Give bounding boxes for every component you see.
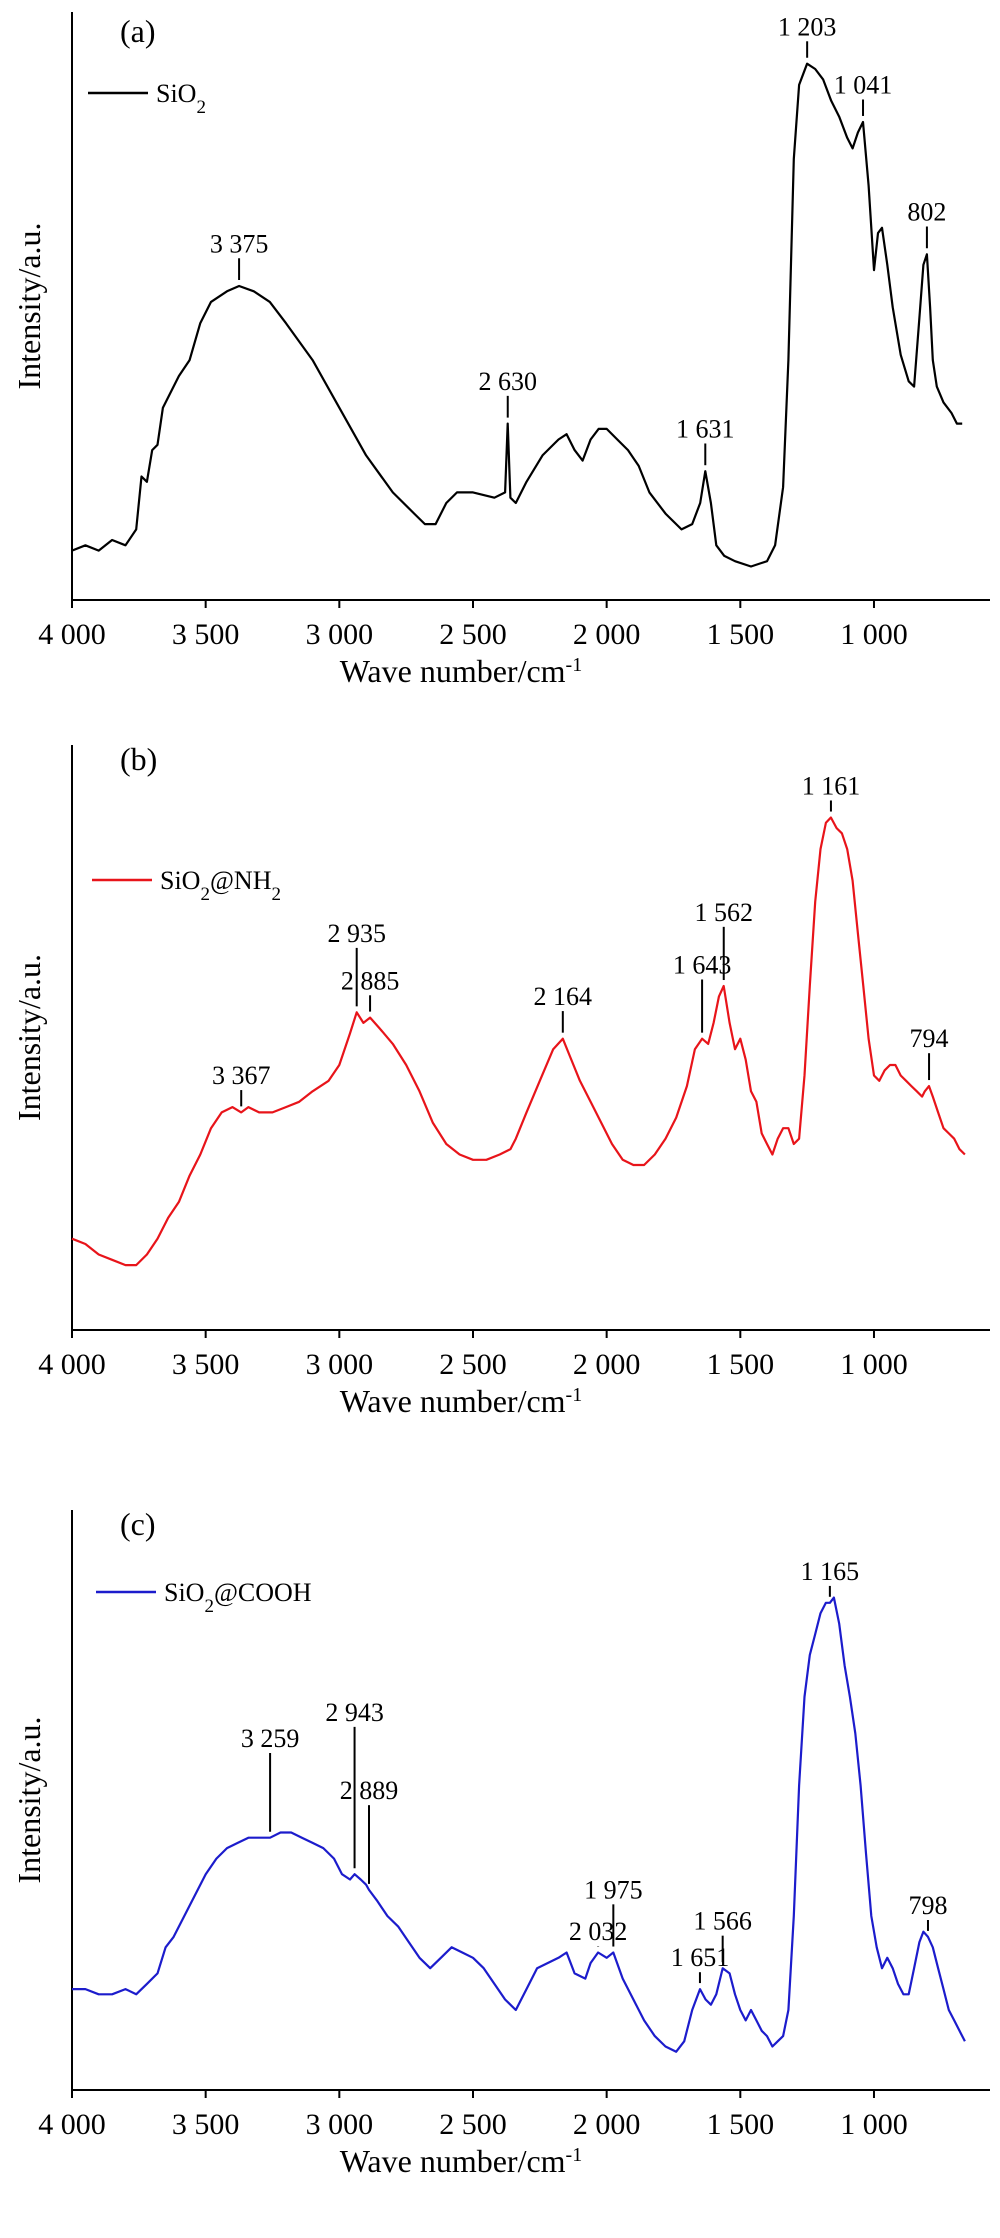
annotation-label: 2 630 (478, 367, 537, 396)
x-tick-label: 1 000 (840, 2108, 908, 2141)
x-tick-label: 4 000 (38, 2108, 106, 2141)
chart-panel-c: 4 000 3 500 3 000 2 500 2 000 1 500 1 000 Wave … (11, 1506, 990, 2179)
series-line (71, 816, 966, 1267)
annotation-label: 1 165 (801, 1557, 860, 1586)
y-axis-title: Intensity/a.u. (11, 1716, 47, 1883)
annotation-label: 1 643 (673, 950, 732, 979)
x-tick-label: 4 000 (38, 618, 106, 651)
annotation-label: 802 (907, 198, 946, 227)
annotation-label: 1 631 (676, 414, 735, 443)
x-tick-label: 1 500 (707, 618, 775, 651)
x-tick-label: 3 000 (306, 2108, 374, 2141)
annotation-label: 2 889 (340, 1776, 399, 1805)
legend-label: SiO2@COOH (164, 1578, 312, 1617)
annotation-label: 1 041 (834, 70, 893, 99)
x-tick-label: 2 000 (573, 1348, 641, 1381)
annotation-label: 3 375 (210, 229, 269, 258)
x-tick-label: 1 500 (707, 2108, 775, 2141)
chart-panel-b: 4 000 3 500 3 000 2 500 2 000 1 500 1 000 Wave … (11, 741, 990, 1419)
annotation-label: 3 367 (212, 1061, 271, 1090)
legend-label: SiO2@NH2 (160, 866, 281, 905)
series-line (71, 62, 963, 568)
x-axis-title: Wave number/cm-1 (340, 653, 582, 689)
y-axis-title: Intensity/a.u. (11, 222, 47, 389)
annotation-label: 1 562 (694, 898, 753, 927)
annotation-label: 2 935 (327, 919, 386, 948)
annotation-label: 2 164 (534, 982, 593, 1011)
x-tick-label: 2 500 (439, 1348, 507, 1381)
x-tick-label: 2 500 (439, 618, 507, 651)
x-axis-title: Wave number/cm-1 (340, 1383, 582, 1419)
x-tick-label: 2 500 (439, 2108, 507, 2141)
series-line (72, 1596, 966, 2053)
annotation-label: 2 032 (569, 1917, 628, 1946)
annotation-label: 1 203 (778, 12, 837, 41)
x-tick-label: 3 000 (306, 1348, 374, 1381)
x-tick-label: 3 500 (172, 2108, 240, 2141)
chart-panel-a: 4 000 3 500 3 000 2 500 2 000 1 500 1 000 Wave … (11, 12, 990, 689)
x-tick-label: 1 000 (840, 1348, 908, 1381)
x-tick-label: 3 500 (172, 618, 240, 651)
annotation-label: 3 259 (241, 1724, 300, 1753)
x-tick-label: 2 000 (573, 2108, 641, 2141)
panel-label: (c) (120, 1506, 156, 1542)
legend-label: SiO2 (156, 79, 206, 118)
annotation-label: 1 651 (671, 1943, 730, 1972)
x-tick-label: 3 500 (172, 1348, 240, 1381)
annotation-label: 1 975 (584, 1875, 643, 1904)
x-tick-label: 3 000 (306, 618, 374, 651)
y-axis-title: Intensity/a.u. (11, 954, 47, 1121)
x-axis-title: Wave number/cm-1 (340, 2143, 582, 2179)
x-tick-label: 2 000 (573, 618, 641, 651)
annotation-label: 794 (910, 1024, 949, 1053)
panel-label: (a) (120, 13, 156, 49)
x-tick-label: 4 000 (38, 1348, 106, 1381)
annotation-label: 1 566 (693, 1907, 752, 1936)
x-tick-label: 1 000 (840, 618, 908, 651)
annotation-label: 1 161 (802, 771, 861, 800)
annotation-label: 2 943 (325, 1698, 384, 1727)
annotation-label: 798 (908, 1891, 947, 1920)
panel-label: (b) (120, 741, 157, 777)
x-tick-label: 1 500 (707, 1348, 775, 1381)
annotation-label: 2 885 (341, 966, 400, 995)
